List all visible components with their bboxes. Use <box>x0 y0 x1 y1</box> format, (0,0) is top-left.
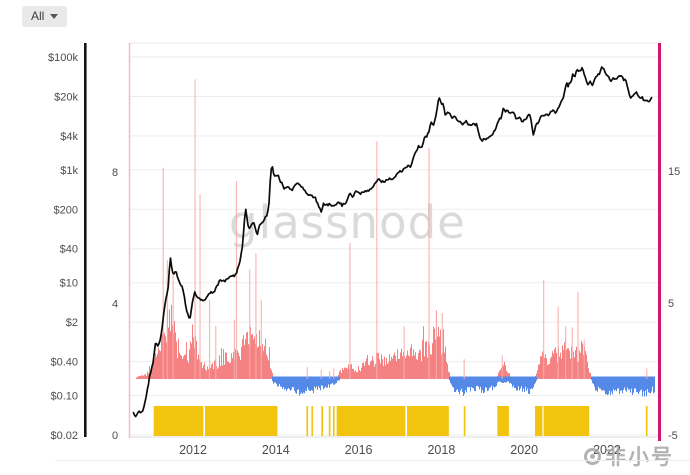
inner-right-axis-tick: 5 <box>668 298 674 310</box>
x-axis-tick: 2014 <box>262 443 290 457</box>
price-axis-tick: $200 <box>54 204 78 216</box>
price-axis-tick: $2 <box>66 317 78 329</box>
price-axis-tick: $4k <box>60 131 78 143</box>
inner-left-axis-tick: 4 <box>112 299 118 311</box>
range-selector-button[interactable]: All <box>22 6 68 27</box>
x-axis-tick: 2012 <box>179 443 207 457</box>
caret-down-icon <box>50 14 59 19</box>
inner-right-axis-tick: -5 <box>668 430 678 442</box>
range-selector-label: All <box>31 9 45 23</box>
price-axis-tick: $0.10 <box>50 391 78 403</box>
x-axis-tick: 2016 <box>345 443 373 457</box>
x-axis-tick: 2020 <box>510 443 538 457</box>
price-axis-tick: $10 <box>60 278 78 290</box>
price-line <box>132 66 653 418</box>
x-axis-tick: 2018 <box>427 443 455 457</box>
page-divider <box>55 460 690 461</box>
inner-right-axis-tick: 15 <box>668 166 680 178</box>
x-axis-tick: 2022 <box>593 443 621 457</box>
price-axis-tick: $0.02 <box>50 430 78 442</box>
price-axis-tick: $40 <box>60 244 78 256</box>
oscillator-spikes <box>162 79 648 380</box>
price-axis-tick: $0.40 <box>50 357 78 369</box>
axes <box>84 43 661 441</box>
price-axis-tick: $20k <box>54 91 78 103</box>
signal-strip <box>153 406 648 436</box>
price-axis-tick: $100k <box>48 52 78 64</box>
axis-labels: $100k $20k $4k $1k $200 $40 $10 $2 $0.40 $0.10 $0.… <box>48 52 680 457</box>
glassnode-watermark: glassnode <box>229 196 466 249</box>
price-axis-tick: $1k <box>60 165 78 177</box>
inner-left-axis-tick: 0 <box>112 430 118 442</box>
inner-left-axis-tick: 8 <box>112 167 118 179</box>
oscillator-bars <box>136 304 655 397</box>
